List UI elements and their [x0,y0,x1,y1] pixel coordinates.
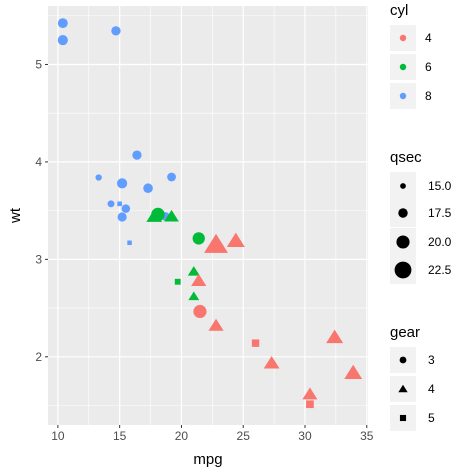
legend-qsec-key [396,235,410,249]
legend-qsec-key [400,183,406,189]
data-point [117,201,122,207]
data-point [192,232,205,245]
legend-cyl-label: 6 [425,60,432,74]
data-point [187,266,200,276]
data-point [263,355,280,369]
y-axis-title: wt [7,207,24,224]
y-tick-label: 3 [35,252,42,266]
data-point [193,304,207,319]
legend-qsec-label: 20.0 [428,235,452,249]
data-point [146,209,163,222]
legend-gear-key [399,414,407,422]
data-point [204,233,228,253]
data-point [226,232,245,247]
data-points [57,18,363,409]
legend-qsec-label: 15.0 [428,179,452,193]
legend-cyl: cyl 4 6 8 [390,2,432,109]
x-tick-label: 30 [298,429,312,443]
data-point [306,400,314,409]
data-point [121,204,131,213]
legend-qsec-key [398,208,408,218]
legend-qsec: qsec 15.0 17.5 20.0 22.5 [390,149,452,284]
y-tick-label: 5 [35,57,42,71]
data-point [117,178,128,189]
data-point [132,150,142,160]
data-point [302,387,318,400]
legend-qsec-key [394,261,412,279]
legend-qsec-label: 22.5 [428,263,452,277]
x-tick-label: 15 [113,429,127,443]
data-point [188,291,200,301]
data-point [57,35,68,46]
y-axis: 2 3 4 5 [35,57,48,364]
x-tick-label: 25 [237,429,251,443]
legend-cyl-key [399,92,407,100]
x-tick-label: 20 [175,429,189,443]
data-point [208,318,224,331]
data-point [143,183,153,194]
data-point [117,212,127,222]
legend-gear-title: gear [390,324,420,341]
plot-panel [48,6,368,425]
legend-gear-label: 3 [428,353,435,367]
major-gridlines [48,6,368,425]
data-point [344,364,363,379]
data-point [167,172,176,182]
legend-qsec-title: qsec [390,149,422,166]
data-point [95,174,102,181]
data-point [107,200,115,208]
legend-gear-key [399,356,407,364]
legend-cyl-key [399,63,407,71]
legend-gear-label: 5 [428,411,435,425]
data-point [127,240,132,246]
y-tick-label: 4 [35,155,42,169]
x-tick-label: 35 [360,429,374,443]
data-point [57,18,68,29]
legend-gear-key [398,384,408,393]
data-point [251,339,260,347]
x-axis-title: mpg [193,451,222,468]
data-point [111,26,121,36]
legend-qsec-label: 17.5 [428,206,452,220]
data-point [174,278,181,285]
legend-gear-label: 4 [428,382,435,396]
legend-gear: gear 3 4 5 [390,324,435,431]
legend-cyl-label: 4 [425,31,432,45]
data-point [191,273,207,286]
legend-cyl-key [399,34,407,42]
y-tick-label: 2 [35,350,42,364]
data-point [326,329,344,344]
legend-cyl-label: 8 [425,89,432,103]
x-axis: 10 15 20 25 30 35 [51,425,374,443]
minor-gridlines [48,6,368,425]
x-tick-label: 10 [51,429,65,443]
legend-cyl-title: cyl [390,2,408,19]
data-point [164,209,179,222]
